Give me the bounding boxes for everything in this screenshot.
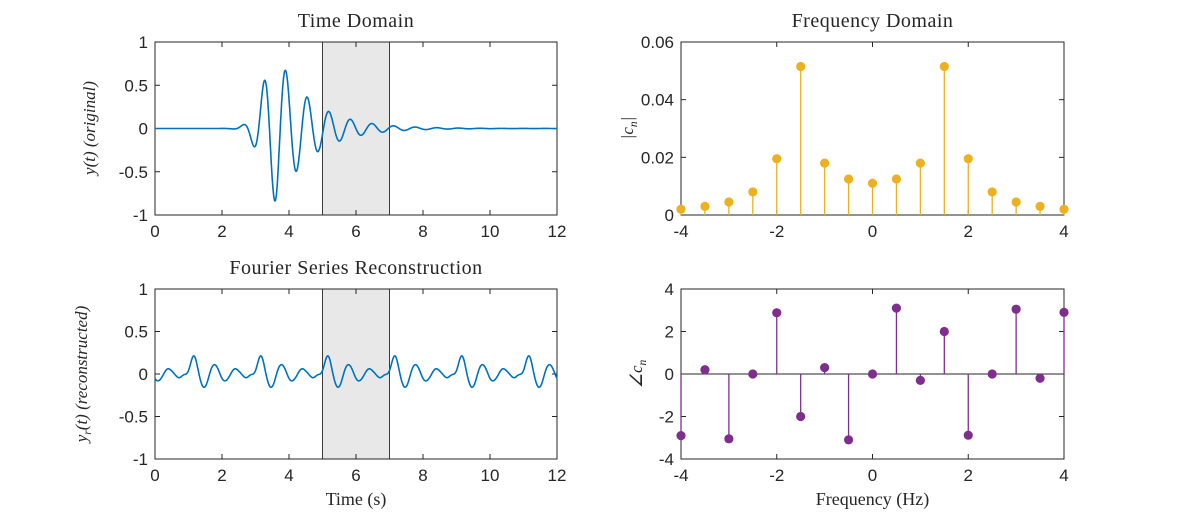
svg-text:-1: -1 [133, 206, 148, 225]
svg-text:2: 2 [964, 222, 973, 241]
svg-text:10: 10 [481, 222, 500, 241]
svg-text:12: 12 [548, 222, 567, 241]
svg-text:0.06: 0.06 [641, 33, 674, 52]
svg-text:6: 6 [351, 222, 360, 241]
svg-text:2: 2 [964, 466, 973, 485]
frequency-domain-title: Frequency Domain [791, 10, 954, 32]
svg-text:4: 4 [284, 466, 293, 485]
svg-text:0: 0 [139, 365, 148, 384]
svg-text:2: 2 [665, 323, 674, 342]
svg-text:1: 1 [139, 33, 148, 52]
svg-text:0.02: 0.02 [641, 148, 674, 167]
frequency-domain-ylabel: |cn| [617, 116, 641, 140]
svg-text:-0.5: -0.5 [119, 408, 148, 427]
svg-text:2: 2 [217, 466, 226, 485]
svg-text:12: 12 [548, 466, 567, 485]
frequency-domain-plot: -4 -2 0 2 4 0 0.02 0.04 0.06 [641, 33, 1069, 241]
time-domain-title: Time Domain [297, 10, 415, 32]
svg-text:0: 0 [665, 365, 674, 384]
svg-text:0: 0 [868, 222, 877, 241]
svg-text:-2: -2 [769, 222, 784, 241]
svg-text:-2: -2 [769, 466, 784, 485]
svg-text:-4: -4 [659, 450, 674, 469]
svg-text:0: 0 [139, 120, 148, 139]
phase-xlabel: Frequency (Hz) [815, 489, 930, 509]
svg-text:-4: -4 [673, 222, 688, 241]
svg-text:-0.5: -0.5 [119, 163, 148, 182]
reconstruction-xlabel: Time (s) [325, 489, 387, 509]
svg-text:-2: -2 [659, 408, 674, 427]
svg-text:0.5: 0.5 [124, 76, 148, 95]
svg-text:10: 10 [481, 466, 500, 485]
reconstruction-title: Fourier Series Reconstruction [229, 257, 483, 279]
svg-text:8: 8 [418, 466, 427, 485]
svg-text:6: 6 [351, 466, 360, 485]
svg-text:0.04: 0.04 [641, 91, 674, 110]
svg-text:-1: -1 [133, 450, 148, 469]
svg-text:0.5: 0.5 [124, 323, 148, 342]
svg-text:4: 4 [665, 280, 674, 299]
reconstruction-plot: 0 2 4 6 8 10 12 -1 -0.5 0 0.5 1 [119, 280, 567, 485]
svg-text:4: 4 [284, 222, 293, 241]
svg-text:2: 2 [217, 222, 226, 241]
svg-text:8: 8 [418, 222, 427, 241]
svg-text:0: 0 [150, 222, 159, 241]
phase-ylabel: ∠cn [626, 359, 650, 389]
reconstruction-ylabel: yr(t) (reconstructed) [71, 305, 95, 443]
svg-text:-4: -4 [673, 466, 688, 485]
svg-text:4: 4 [1059, 222, 1068, 241]
phase-plot: -4 -2 0 2 4 -4 -2 0 2 4 [659, 280, 1069, 485]
svg-text:0: 0 [868, 466, 877, 485]
svg-text:0: 0 [150, 466, 159, 485]
time-domain-ylabel: y(t) (original) [80, 81, 99, 175]
time-domain-plot: 0 2 4 6 8 10 12 -1 -0.5 0 0.5 1 [119, 33, 567, 241]
svg-text:1: 1 [139, 280, 148, 299]
svg-text:4: 4 [1059, 466, 1068, 485]
svg-text:0: 0 [665, 206, 674, 225]
